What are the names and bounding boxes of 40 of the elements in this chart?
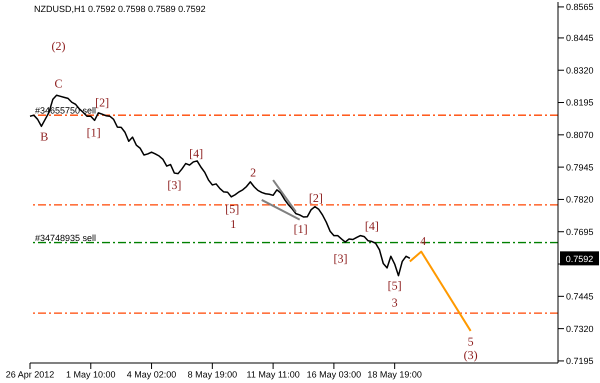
annotation: B (40, 129, 48, 144)
annotation: [3] (334, 252, 348, 266)
annotation: [1] (86, 126, 101, 140)
y-tick-label: 0.7820 (566, 194, 594, 205)
y-tick-label: 0.7695 (566, 226, 594, 237)
annotation: (3) (464, 348, 478, 362)
annotation: [3] (167, 178, 182, 192)
annotation: [5] (388, 278, 402, 292)
x-tick-label: 1 May 10:00 (66, 369, 116, 380)
annotation: [1] (294, 222, 308, 236)
y-tick-label: 0.7445 (566, 292, 594, 302)
line-series (29, 94, 411, 276)
annotation: 1 (230, 216, 236, 231)
x-tick-label: 18 May 19:00 (367, 369, 422, 380)
annotation: 5 (468, 334, 474, 348)
y-tick-label: 0.7945 (566, 162, 594, 172)
y-tick-label: 0.8445 (566, 33, 594, 44)
x-tick-label: 8 May 19:00 (188, 369, 238, 380)
y-tick-label: 0.8320 (566, 65, 594, 76)
ref-line-label: #34748935 sell (35, 232, 96, 243)
y-tick-label: 0.8070 (566, 130, 594, 140)
y-tick-label: 0.7320 (566, 324, 594, 334)
x-tick-label: 4 May 02:00 (126, 369, 176, 380)
y-tick-label: 0.8195 (566, 98, 594, 108)
y-tick-label: 0.7195 (566, 356, 594, 366)
x-tick-label: 26 Apr 2012 (6, 369, 54, 380)
annotation: (2) (51, 38, 66, 53)
x-tick-label: 11 May 11:00 (246, 369, 300, 380)
annotation: [4] (364, 219, 379, 234)
annotation: [5] (225, 202, 240, 216)
text: 0.7592 (566, 254, 594, 264)
annotation: [2] (95, 96, 110, 110)
annotation: 3 (392, 296, 398, 310)
annotation: [4] (189, 146, 204, 160)
annotation: [2] (308, 191, 323, 206)
chart-title: NZDUSD,H1 0.7592 0.7598 0.7589 0.7592 (34, 4, 206, 14)
annotation: 2 (250, 165, 256, 180)
x-tick-label: 16 May 03:00 (306, 369, 362, 380)
y-tick-label: 0.8565 (566, 2, 594, 12)
annotation: C (54, 76, 62, 91)
